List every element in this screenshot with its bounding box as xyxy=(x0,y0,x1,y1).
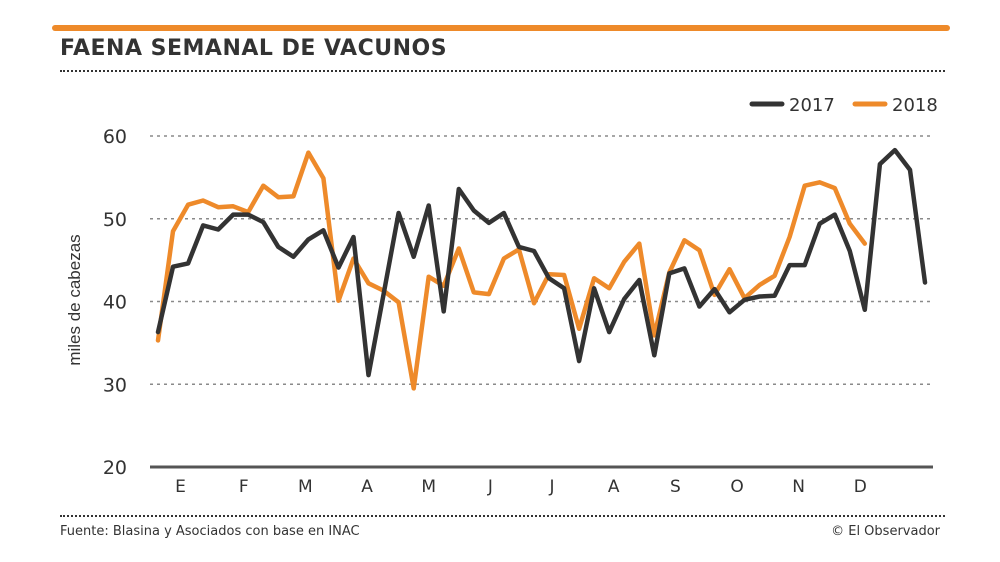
chart-title: FAENA SEMANAL DE VACUNOS xyxy=(60,36,448,61)
x-tick-label-6: J xyxy=(549,477,555,497)
y-tick-label-30: 30 xyxy=(103,374,127,396)
legend-label-2018: 2018 xyxy=(892,95,938,116)
x-tick-label-7: A xyxy=(608,477,620,497)
series-lines xyxy=(155,147,928,391)
series-line-2017 xyxy=(155,147,928,378)
footer-divider xyxy=(60,515,945,517)
legend-label-2017: 2017 xyxy=(789,95,835,116)
x-tick-label-3: A xyxy=(361,477,373,497)
x-tick-label-5: J xyxy=(487,477,493,497)
x-tick-label-0: E xyxy=(175,477,186,497)
source-note: Fuente: Blasina y Asociados con base en … xyxy=(60,524,360,539)
y-tick-label-50: 50 xyxy=(103,209,127,231)
series-line-2018 xyxy=(155,150,868,391)
x-tick-label-11: D xyxy=(854,477,867,497)
x-tick-label-2: M xyxy=(298,477,313,497)
publisher-credit: © El Observador xyxy=(831,524,940,539)
x-tick-label-1: F xyxy=(239,477,249,497)
top-accent-bar xyxy=(52,25,950,31)
grid-lines xyxy=(150,135,933,385)
y-axis-label: miles de cabezas xyxy=(65,234,84,365)
y-tick-label-60: 60 xyxy=(103,126,127,148)
x-tick-label-8: S xyxy=(670,477,681,497)
x-tick-label-10: N xyxy=(792,477,805,497)
y-tick-label-40: 40 xyxy=(103,292,127,314)
title-divider xyxy=(60,70,945,72)
x-tick-label-9: O xyxy=(730,477,743,497)
legend: 2017 2018 xyxy=(749,95,938,116)
y-tick-label-20: 20 xyxy=(103,457,127,479)
x-tick-label-4: M xyxy=(421,477,436,497)
